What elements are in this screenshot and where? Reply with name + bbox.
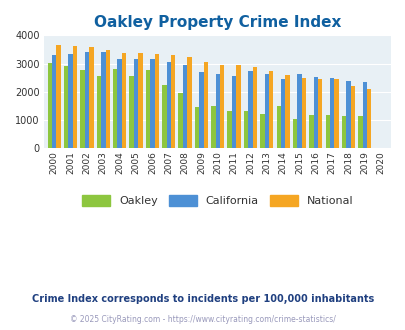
- Bar: [105, 50, 110, 148]
- Legend: Oakley, California, National: Oakley, California, National: [78, 190, 357, 211]
- Bar: [357, 115, 362, 148]
- Bar: [171, 55, 175, 149]
- Bar: [89, 47, 94, 148]
- Bar: [325, 115, 329, 148]
- Bar: [345, 81, 350, 148]
- Bar: [162, 85, 166, 148]
- Bar: [280, 79, 285, 148]
- Bar: [236, 65, 240, 148]
- Bar: [243, 111, 247, 148]
- Bar: [154, 54, 159, 148]
- Bar: [101, 52, 105, 148]
- Bar: [113, 69, 117, 148]
- Bar: [366, 89, 371, 148]
- Bar: [166, 62, 171, 148]
- Bar: [72, 46, 77, 148]
- Bar: [269, 71, 273, 148]
- Bar: [260, 114, 264, 148]
- Bar: [56, 45, 61, 148]
- Bar: [68, 54, 72, 148]
- Bar: [317, 79, 322, 148]
- Text: © 2025 CityRating.com - https://www.cityrating.com/crime-statistics/: © 2025 CityRating.com - https://www.city…: [70, 315, 335, 324]
- Bar: [145, 70, 150, 148]
- Bar: [117, 58, 121, 148]
- Bar: [227, 111, 231, 148]
- Bar: [285, 75, 289, 148]
- Bar: [150, 59, 154, 148]
- Bar: [182, 65, 187, 148]
- Bar: [296, 74, 301, 148]
- Bar: [215, 74, 220, 148]
- Bar: [122, 52, 126, 148]
- Bar: [276, 106, 280, 148]
- Bar: [329, 78, 334, 148]
- Bar: [247, 71, 252, 148]
- Bar: [64, 66, 68, 148]
- Bar: [220, 65, 224, 148]
- Bar: [264, 74, 269, 148]
- Bar: [199, 72, 203, 148]
- Bar: [96, 76, 101, 148]
- Title: Oakley Property Crime Index: Oakley Property Crime Index: [94, 15, 341, 30]
- Bar: [350, 86, 354, 148]
- Bar: [301, 78, 305, 148]
- Bar: [194, 107, 199, 148]
- Bar: [134, 59, 138, 148]
- Text: Crime Index corresponds to incidents per 100,000 inhabitants: Crime Index corresponds to incidents per…: [32, 294, 373, 304]
- Bar: [138, 53, 142, 149]
- Bar: [211, 106, 215, 148]
- Bar: [52, 55, 56, 148]
- Bar: [309, 115, 313, 148]
- Bar: [313, 77, 317, 148]
- Bar: [252, 67, 256, 148]
- Bar: [187, 57, 191, 148]
- Bar: [292, 119, 296, 148]
- Bar: [178, 93, 182, 148]
- Bar: [362, 82, 366, 148]
- Bar: [334, 79, 338, 148]
- Bar: [85, 52, 89, 148]
- Bar: [203, 62, 207, 148]
- Bar: [80, 70, 85, 148]
- Bar: [231, 76, 236, 148]
- Bar: [129, 76, 134, 148]
- Bar: [47, 63, 52, 148]
- Bar: [341, 115, 345, 148]
